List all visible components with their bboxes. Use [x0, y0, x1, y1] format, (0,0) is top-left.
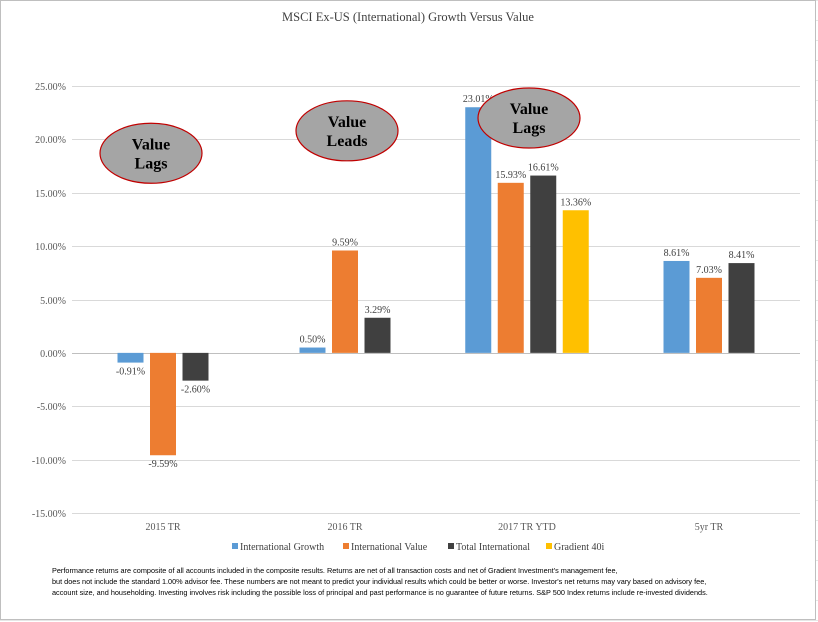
x-tick-label: 5yr TR [695, 522, 724, 533]
annotations: Value Lags Value Leads Value Lags [99, 87, 581, 184]
annotation-bubble: Value Leads [295, 100, 399, 162]
bar [117, 352, 144, 363]
legend-item: International Value [343, 542, 428, 553]
bar [562, 210, 589, 353]
legend-swatch [343, 543, 349, 549]
legend-item: Gradient 40i [546, 542, 604, 553]
data-label: 23.01% [463, 94, 494, 105]
y-tick-label: 20.00% [35, 135, 66, 146]
y-tick-label: -10.00% [32, 456, 66, 467]
chart-title: MSCI Ex-US (International) Growth Versus… [282, 10, 534, 24]
legend-swatch [546, 543, 552, 549]
bar [332, 250, 358, 353]
data-label: 3.29% [365, 305, 391, 316]
y-tick-label: 25.00% [35, 82, 66, 93]
y-tick-label: -5.00% [37, 402, 66, 413]
data-label: -2.60% [181, 385, 210, 396]
annotation-bubble: Value Lags [477, 87, 581, 149]
data-label: 7.03% [696, 265, 722, 276]
legend-swatch [232, 543, 238, 549]
data-label: -9.59% [148, 459, 177, 470]
y-tick-label: 0.00% [40, 349, 66, 360]
footnote: Performance returns are composite of all… [52, 565, 812, 598]
annotation-ellipse [295, 100, 399, 162]
y-tick-label: -15.00% [32, 509, 66, 520]
bar [696, 277, 722, 353]
bar [497, 182, 524, 353]
bar [465, 107, 492, 353]
annotation-text: Value [510, 101, 549, 118]
data-label: 16.61% [528, 163, 559, 174]
bar [182, 352, 209, 381]
annotation-text: Value [132, 136, 171, 153]
legend: International Growth International Value T… [232, 542, 604, 553]
footnote-line: Performance returns are composite of all… [52, 566, 618, 575]
legend-item: International Growth [232, 542, 324, 553]
annotation-bubble: Value Lags [99, 122, 203, 184]
y-tick-label: 15.00% [35, 189, 66, 200]
bar [299, 347, 326, 353]
data-label: 8.61% [664, 248, 690, 259]
annotation-text: Value [328, 114, 367, 131]
bar [530, 175, 557, 353]
annotation-ellipse [99, 122, 203, 184]
data-label: 15.93% [495, 170, 526, 181]
legend-item: Total International [448, 542, 530, 553]
legend-label: Gradient 40i [554, 542, 604, 553]
legend-label: International Growth [240, 542, 324, 553]
data-label: 0.50% [300, 335, 326, 346]
x-tick-label: 2016 TR [327, 522, 362, 533]
x-tick-label: 2015 TR [145, 522, 180, 533]
legend-label: International Value [351, 542, 428, 553]
data-label: 8.41% [729, 250, 755, 261]
data-label: -0.91% [116, 367, 145, 378]
data-label: 13.36% [560, 197, 591, 208]
annotation-text: Leads [327, 133, 368, 150]
x-tick-label: 2017 TR YTD [498, 522, 556, 533]
data-label: 9.59% [332, 238, 358, 249]
bars [117, 107, 755, 456]
annotation-text: Lags [135, 155, 168, 172]
bar [663, 260, 690, 353]
x-axis: 2015 TR 2016 TR 2017 TR YTD 5yr TR [145, 522, 723, 533]
legend-swatch [448, 543, 454, 549]
y-tick-label: 10.00% [35, 242, 66, 253]
bar [364, 317, 391, 353]
legend-label: Total International [456, 542, 530, 553]
footnote-line: but does not include the standard 1.00% … [52, 577, 707, 586]
footnote-line: account size, and householding. Investin… [52, 588, 708, 597]
data-labels: -0.91% -9.59% -2.60% 0.50% 9.59% 3.29% 23.01% 1… [116, 94, 755, 470]
bar [728, 263, 755, 353]
y-axis: -15.00% -10.00% -5.00% 0.00% 5.00% 10.00% 15.0… [32, 82, 66, 520]
annotation-text: Lags [513, 120, 546, 137]
bar [150, 352, 176, 456]
y-tick-label: 5.00% [40, 296, 66, 307]
annotation-ellipse [477, 87, 581, 149]
